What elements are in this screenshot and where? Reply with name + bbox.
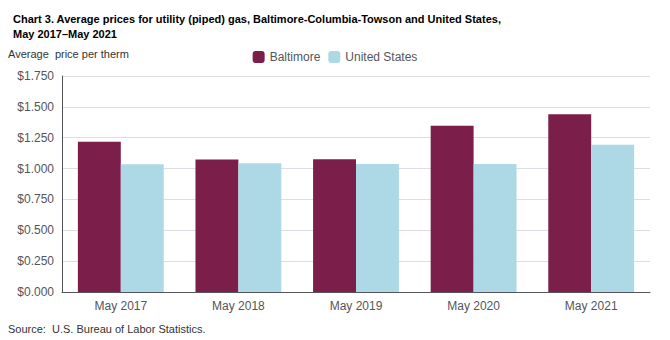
- svg-text:$0.250: $0.250: [17, 254, 54, 268]
- svg-text:May 2020: May 2020: [447, 299, 500, 313]
- svg-text:$0.000: $0.000: [17, 285, 54, 299]
- svg-text:May 2021: May 2021: [565, 299, 618, 313]
- svg-text:May 2017: May 2017: [94, 299, 147, 313]
- svg-text:May 2017–May 2021: May 2017–May 2021: [13, 28, 117, 40]
- svg-text:Average price per therm: Average price per therm: [8, 48, 129, 60]
- svg-text:$1.500: $1.500: [17, 100, 54, 114]
- svg-text:Source: U.S. Bureau of Labor: Source: U.S. Bureau of Labor Statistics.: [8, 323, 205, 335]
- svg-text:May 2018: May 2018: [212, 299, 265, 313]
- svg-text:United States: United States: [345, 50, 417, 64]
- svg-text:$1.750: $1.750: [17, 69, 54, 83]
- svg-text:$0.500: $0.500: [17, 223, 54, 237]
- svg-text:$1.000: $1.000: [17, 162, 54, 176]
- svg-text:$0.750: $0.750: [17, 192, 54, 206]
- svg-text:Chart 3. Average prices for ut: Chart 3. Average prices for utility (pip…: [13, 13, 501, 25]
- svg-text:May 2019: May 2019: [330, 299, 383, 313]
- svg-text:$1.250: $1.250: [17, 131, 54, 145]
- svg-text:Baltimore: Baltimore: [270, 50, 321, 64]
